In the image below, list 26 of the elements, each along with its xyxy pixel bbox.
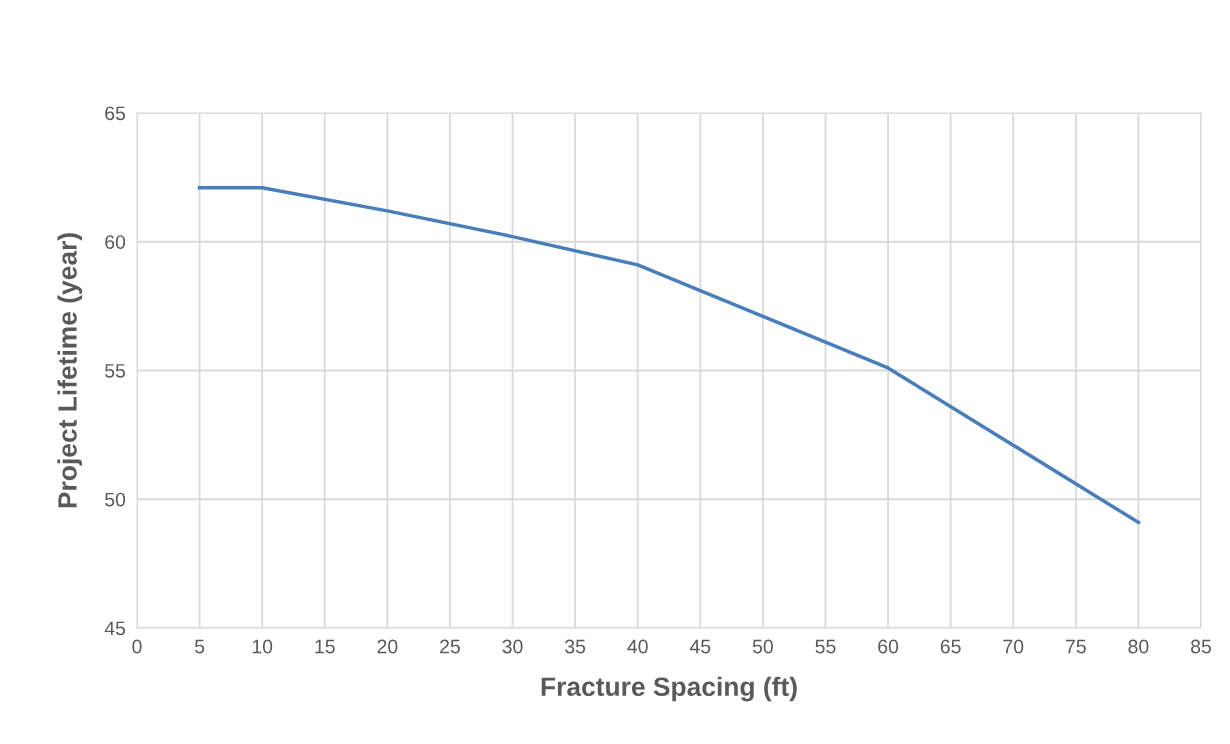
x-tick-label: 30 [502, 639, 523, 654]
x-tick-label: 85 [1191, 639, 1211, 654]
x-tick-label: 20 [377, 639, 398, 654]
x-tick-label: 50 [752, 639, 773, 654]
x-tick-label: 65 [940, 639, 961, 654]
x-tick-label: 55 [815, 639, 836, 654]
y-tick-label: 60 [105, 235, 126, 249]
x-tick-label: 45 [689, 639, 711, 654]
y-tick-label: 50 [105, 492, 126, 507]
y-tick-label: 45 [104, 621, 126, 636]
x-tick-label: 60 [878, 639, 899, 654]
x-tick-label: 15 [315, 639, 335, 654]
x-tick-label: 0 [132, 639, 142, 654]
y-axis-title: Project Lifetime (year) [57, 233, 83, 508]
x-tick-label: 75 [1066, 639, 1086, 654]
x-tick-label: 25 [440, 639, 460, 654]
y-tick-label: 65 [105, 106, 126, 121]
x-tick-label: 40 [627, 639, 648, 654]
x-tick-label: 35 [565, 639, 586, 654]
x-tick-label: 10 [252, 639, 273, 654]
x-axis-title: Fracture Spacing (ft) [541, 676, 797, 702]
x-tick-label: 5 [194, 639, 205, 654]
line-series [197, 185, 1141, 525]
x-tick-label: 80 [1128, 639, 1149, 654]
x-tick-label: 70 [1003, 639, 1024, 654]
y-tick-label: 55 [105, 364, 126, 378]
